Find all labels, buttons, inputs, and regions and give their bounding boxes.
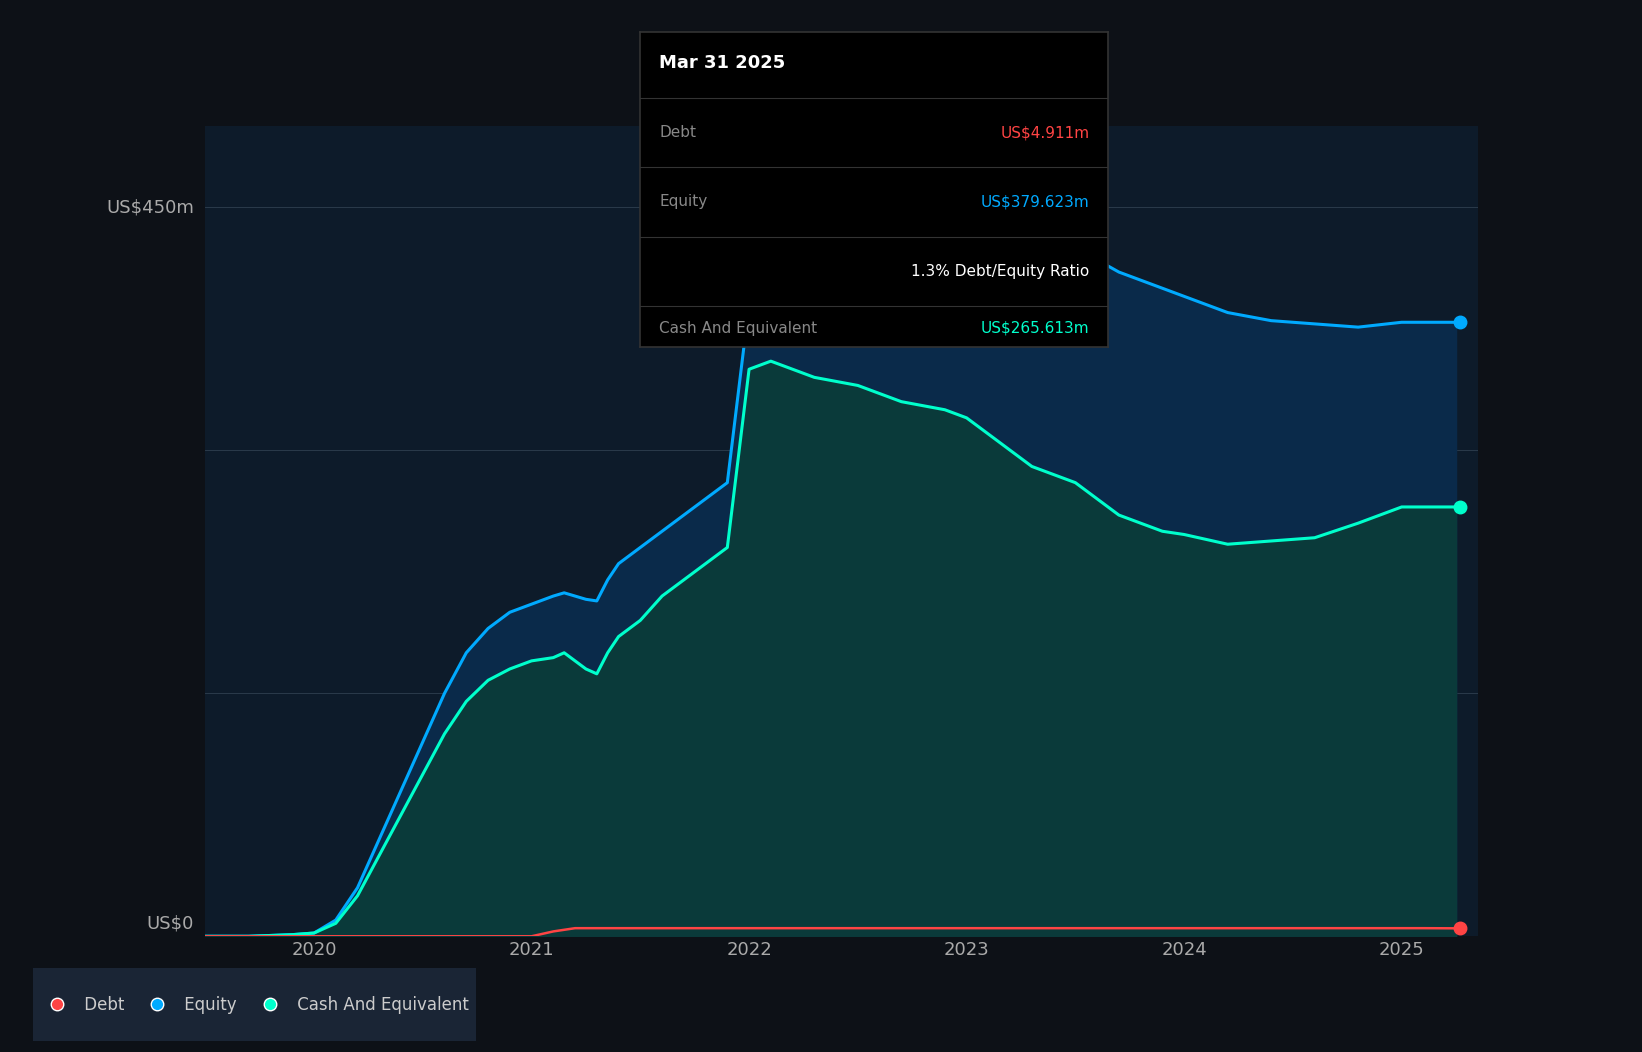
Text: Cash And Equivalent: Cash And Equivalent — [658, 321, 818, 336]
Text: US$265.613m: US$265.613m — [980, 321, 1090, 336]
Text: Equity: Equity — [658, 195, 708, 209]
Text: Debt: Debt — [658, 125, 696, 140]
Text: US$4.911m: US$4.911m — [1000, 125, 1090, 140]
Text: US$0: US$0 — [146, 914, 194, 932]
Legend:  Debt,  Equity,  Cash And Equivalent: Debt, Equity, Cash And Equivalent — [34, 989, 475, 1020]
Text: Mar 31 2025: Mar 31 2025 — [658, 54, 785, 73]
Text: 1.3% Debt/Equity Ratio: 1.3% Debt/Equity Ratio — [911, 264, 1090, 279]
Text: US$450m: US$450m — [107, 198, 194, 217]
Text: US$379.623m: US$379.623m — [980, 195, 1090, 209]
